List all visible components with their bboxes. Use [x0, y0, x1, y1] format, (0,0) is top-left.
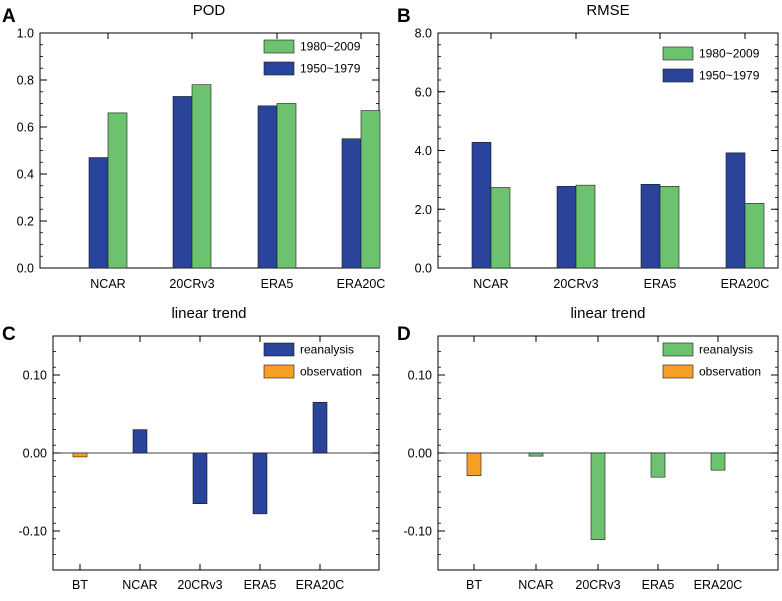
- bar-era5-1980-2009: [276, 103, 297, 269]
- panel-a-pod: A POD 0.0 0.2 0.4 0.6 0.8 1.0 NCAR 20CRv3 ERA5 ER…: [2, 2, 385, 291]
- y-tick-label: -0.10: [404, 525, 433, 539]
- bar-20crv3-1950-1979: [556, 186, 577, 269]
- y-tick-label: 0.0: [17, 262, 34, 276]
- x-category-label: ERA20C: [337, 277, 386, 291]
- x-category-label: ERA5: [644, 277, 677, 291]
- x-category-label: 20CRv3: [169, 277, 214, 291]
- panel-c-linear-trend: C linear trend -0.10 0.00 0.10 BT NCAR 20CRv3…: [2, 305, 380, 592]
- y-tick-label: 8.0: [415, 27, 432, 41]
- legend-label: 1950~1979: [699, 69, 760, 83]
- bar-era20c-1950-1979: [725, 152, 746, 269]
- x-category-label: ERA20C: [694, 578, 743, 592]
- bar-bt: [466, 452, 482, 476]
- bar-era20c-1980-2009: [360, 110, 381, 269]
- x-category-label: 20CRv3: [553, 277, 598, 291]
- x-category-label: ERA5: [642, 578, 675, 592]
- legend-label: 1980~2009: [300, 40, 361, 54]
- legend-swatch-blue: [263, 342, 295, 357]
- bar-era5-1950-1979: [257, 105, 278, 269]
- legend-swatch-green: [662, 46, 694, 61]
- x-category-label: NCAR: [90, 277, 125, 291]
- x-category-label: BT: [72, 578, 88, 592]
- x-category-label: ERA5: [261, 277, 294, 291]
- bar-era5: [252, 452, 268, 515]
- y-tick-label: 0.00: [23, 447, 47, 461]
- legend-swatch-green: [263, 39, 295, 54]
- bar-era5: [650, 452, 666, 478]
- bar-era20c: [710, 452, 726, 471]
- panel-b-title: RMSE: [586, 2, 629, 19]
- legend-swatch-blue: [263, 61, 295, 76]
- x-category-label: NCAR: [518, 578, 553, 592]
- panel-d-title: linear trend: [570, 305, 645, 322]
- x-category-label: 20CRv3: [575, 578, 620, 592]
- y-tick-label: 1.0: [17, 27, 34, 41]
- bar-era5-1980-2009: [659, 186, 680, 269]
- legend-swatch-orange: [662, 364, 694, 379]
- y-tick-label: 0.6: [17, 121, 34, 135]
- legend-label: reanalysis: [699, 343, 753, 357]
- bar-bt: [72, 452, 88, 458]
- y-tick-label: 0.8: [17, 74, 34, 88]
- x-category-label: 20CRv3: [177, 578, 222, 592]
- legend-label: observation: [300, 365, 362, 379]
- panel-c-title: linear trend: [171, 305, 246, 322]
- bar-era20c-1980-2009: [744, 203, 765, 269]
- bar-era5-1950-1979: [640, 183, 661, 269]
- legend-swatch-green: [662, 342, 694, 357]
- bar-20crv3: [590, 452, 606, 540]
- y-tick-label: 6.0: [415, 85, 432, 99]
- y-tick-label: 2.0: [415, 203, 432, 217]
- bar-ncar: [132, 429, 148, 454]
- y-tick-label: 0.4: [17, 168, 34, 182]
- legend-label: 1950~1979: [300, 62, 361, 76]
- y-tick-label: 0.0: [415, 262, 432, 276]
- y-tick-label: 0.10: [408, 369, 432, 383]
- legend-swatch-orange: [263, 364, 295, 379]
- bar-ncar-1950-1979: [88, 157, 109, 269]
- bar-20crv3-1980-2009: [191, 84, 212, 269]
- y-tick-label: 0.10: [23, 369, 47, 383]
- bar-ncar: [528, 452, 544, 457]
- bar-ncar-1980-2009: [107, 112, 128, 269]
- bar-era20c: [312, 401, 328, 454]
- y-tick-label: -0.10: [19, 525, 48, 539]
- legend-swatch-blue: [662, 68, 694, 83]
- bar-ncar-1980-2009: [490, 187, 511, 269]
- legend-label: 1980~2009: [699, 47, 760, 61]
- bar-ncar-1950-1979: [471, 141, 492, 269]
- x-category-label: NCAR: [122, 578, 157, 592]
- bar-era20c-1950-1979: [341, 138, 362, 269]
- y-tick-label: 4.0: [415, 144, 432, 158]
- x-category-label: ERA20C: [721, 277, 770, 291]
- panel-d-linear-trend: D linear trend -0.10 0.00 0.10 BT NCAR 20CRv3…: [397, 305, 779, 592]
- panel-label-a: A: [2, 6, 16, 27]
- panel-b-rmse: B RMSE 0.0 2.0 4.0 6.0 8.0 NCAR 20CRv3 ERA5 ERA2…: [397, 2, 779, 291]
- legend-label: observation: [699, 365, 761, 379]
- bar-20crv3-1950-1979: [172, 96, 193, 269]
- x-category-label: ERA20C: [296, 578, 345, 592]
- panel-label-d: D: [397, 324, 411, 345]
- legend-label: reanalysis: [300, 343, 354, 357]
- bar-20crv3: [192, 452, 208, 505]
- panel-label-b: B: [397, 6, 411, 27]
- bar-20crv3-1980-2009: [575, 184, 596, 269]
- x-category-label: NCAR: [473, 277, 508, 291]
- panel-label-c: C: [2, 324, 16, 345]
- panel-a-title: POD: [193, 2, 226, 19]
- y-tick-label: 0.00: [408, 447, 432, 461]
- y-tick-label: 0.2: [17, 215, 34, 229]
- x-category-label: BT: [466, 578, 482, 592]
- x-category-label: ERA5: [244, 578, 277, 592]
